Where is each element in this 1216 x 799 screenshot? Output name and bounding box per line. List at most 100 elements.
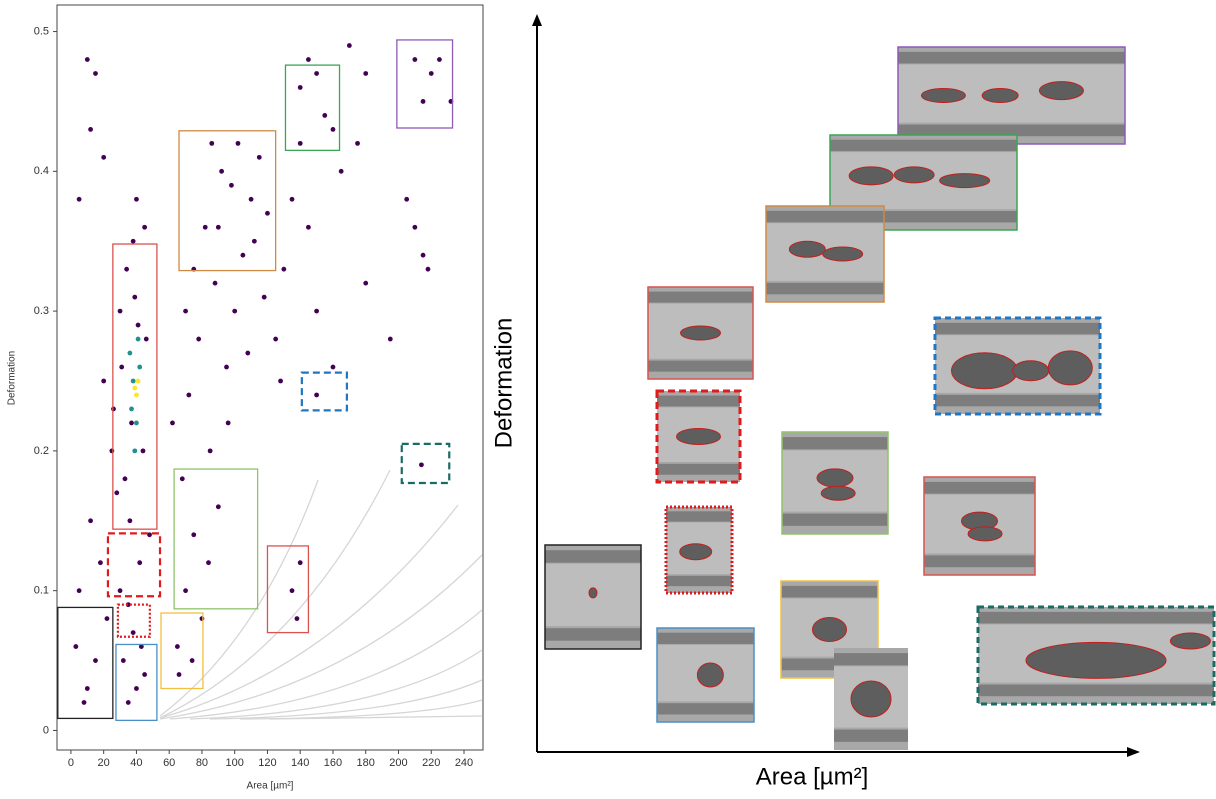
channel-wall (834, 729, 908, 742)
x-tick-label: 0 (68, 757, 74, 769)
gate (173, 468, 259, 610)
point (322, 113, 328, 118)
point (306, 224, 311, 230)
gate (178, 130, 277, 272)
point (215, 504, 221, 510)
point (134, 420, 139, 426)
tile-border (976, 605, 1216, 706)
point (191, 532, 197, 538)
x-tick-label: 240 (455, 757, 473, 769)
point (134, 196, 139, 202)
point (119, 364, 125, 370)
diagram-x-label: Area [µm²] (756, 763, 869, 790)
x-tick-label: 180 (357, 757, 375, 769)
cell (1012, 360, 1050, 382)
cell (1169, 632, 1211, 650)
point (135, 322, 141, 328)
channel-wall (666, 511, 732, 522)
x-tick-label: 160 (324, 757, 342, 769)
point (137, 364, 143, 370)
point (225, 420, 231, 426)
y-tick-label: 0.2 (34, 445, 49, 457)
point (428, 71, 434, 76)
point (88, 518, 93, 524)
point (135, 336, 141, 342)
channel-wall (766, 210, 884, 223)
point (129, 406, 134, 412)
point (104, 616, 110, 622)
point (93, 658, 98, 663)
point (261, 294, 267, 300)
point (84, 686, 90, 691)
cell (893, 166, 935, 184)
channel-wall (657, 463, 740, 475)
cell (816, 468, 854, 488)
cell (1047, 350, 1093, 386)
point (129, 420, 134, 426)
point (297, 140, 303, 146)
point (419, 462, 424, 468)
gate (284, 64, 341, 152)
tile-border (647, 286, 754, 380)
point (134, 686, 139, 691)
point (186, 392, 192, 398)
cell (1025, 641, 1167, 679)
channel-wall (834, 653, 908, 666)
x-tick-label: 220 (422, 757, 440, 769)
point (215, 224, 221, 230)
cell (848, 166, 894, 186)
point (132, 385, 138, 391)
plot-frame (56, 4, 484, 751)
cell (676, 428, 721, 445)
point (281, 266, 287, 272)
cell (822, 246, 864, 262)
channel-wall (781, 585, 878, 598)
point (294, 616, 300, 622)
tile-border (656, 627, 755, 723)
channel-wall (978, 684, 1214, 697)
gate (396, 39, 454, 129)
cell (850, 680, 892, 718)
point (127, 518, 133, 524)
cell (1038, 81, 1084, 101)
point (114, 490, 120, 496)
tile-border (780, 580, 879, 679)
point (109, 448, 115, 454)
point (363, 280, 369, 286)
point (207, 448, 213, 454)
point (84, 57, 90, 62)
y-tick-label: 0.5 (34, 25, 49, 37)
cell (588, 587, 598, 599)
diagram-axes (532, 14, 1140, 757)
point (125, 602, 131, 608)
gate (112, 243, 158, 530)
y-tick-label: 0.3 (34, 305, 49, 317)
y-tick-label: 0.4 (34, 165, 49, 177)
point (135, 378, 141, 384)
point (314, 71, 319, 76)
cell (981, 88, 1019, 103)
point (224, 364, 229, 370)
channel-wall (782, 437, 888, 450)
point (134, 392, 139, 398)
point (314, 308, 319, 314)
x-tick-label: 100 (226, 757, 244, 769)
gate (116, 603, 151, 638)
point (142, 224, 148, 230)
cell (939, 173, 991, 189)
tile-border (765, 205, 885, 303)
channel-wall (781, 658, 878, 671)
point (306, 57, 311, 62)
point (124, 266, 130, 272)
point (412, 57, 418, 62)
tile-border (829, 134, 1018, 231)
point (355, 140, 360, 146)
tile-border (655, 389, 742, 484)
point (289, 588, 295, 594)
gate (106, 532, 162, 598)
point (76, 588, 82, 594)
cell (680, 325, 721, 341)
channel-wall (935, 322, 1100, 335)
